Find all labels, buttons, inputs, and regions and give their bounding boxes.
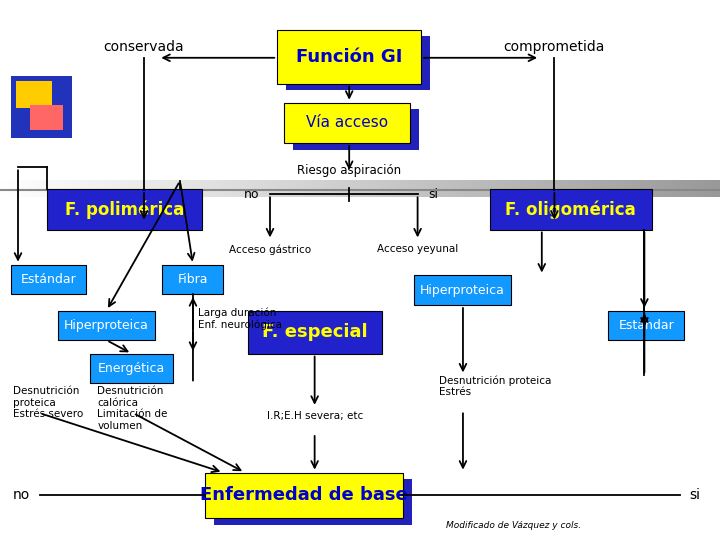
Text: si: si — [428, 188, 438, 201]
Text: comprometida: comprometida — [504, 40, 605, 54]
FancyBboxPatch shape — [16, 81, 52, 108]
Text: conservada: conservada — [104, 40, 184, 54]
Text: no: no — [243, 188, 259, 201]
Text: I.R;E.H severa; etc: I.R;E.H severa; etc — [266, 411, 363, 422]
FancyBboxPatch shape — [205, 472, 403, 518]
Text: Estándar: Estándar — [618, 319, 674, 332]
FancyBboxPatch shape — [162, 265, 223, 294]
Text: Acceso gástrico: Acceso gástrico — [229, 244, 311, 254]
FancyBboxPatch shape — [11, 265, 86, 294]
Text: Acceso yeyunal: Acceso yeyunal — [377, 244, 458, 254]
FancyBboxPatch shape — [90, 354, 173, 383]
Text: Fibra: Fibra — [177, 273, 208, 286]
Text: Modificado de Vázquez y cols.: Modificado de Vázquez y cols. — [446, 521, 582, 530]
FancyBboxPatch shape — [214, 479, 412, 525]
FancyBboxPatch shape — [248, 310, 382, 354]
Text: F. polimérica: F. polimérica — [65, 200, 184, 219]
Text: Riesgo aspiración: Riesgo aspiración — [297, 164, 401, 177]
FancyBboxPatch shape — [30, 105, 63, 130]
Text: F. oligomérica: F. oligomérica — [505, 200, 636, 219]
FancyBboxPatch shape — [47, 189, 202, 230]
Text: Estándar: Estándar — [21, 273, 76, 286]
FancyBboxPatch shape — [284, 103, 410, 143]
FancyBboxPatch shape — [277, 30, 421, 84]
Text: Desnutrición
calórica
Limitación de
volumen: Desnutrición calórica Limitación de volu… — [97, 386, 168, 431]
FancyBboxPatch shape — [608, 310, 684, 340]
FancyBboxPatch shape — [490, 189, 652, 230]
Text: Desnutrición
proteica
Estrés severo: Desnutrición proteica Estrés severo — [13, 386, 84, 419]
FancyBboxPatch shape — [293, 109, 419, 150]
Text: Función GI: Función GI — [296, 48, 402, 66]
Text: Energética: Energética — [98, 362, 165, 375]
Text: Hiperproteica: Hiperproteica — [420, 284, 505, 297]
Text: Larga duración
Enf. neurológica: Larga duración Enf. neurológica — [198, 307, 282, 330]
Text: si: si — [689, 489, 701, 502]
Text: Hiperproteica: Hiperproteica — [64, 319, 148, 332]
Text: no: no — [13, 489, 30, 502]
Text: Desnutrición proteica
Estrés: Desnutrición proteica Estrés — [439, 375, 552, 397]
FancyBboxPatch shape — [58, 310, 155, 340]
Text: F. especial: F. especial — [262, 323, 368, 341]
FancyBboxPatch shape — [11, 76, 72, 138]
FancyBboxPatch shape — [414, 275, 511, 305]
FancyBboxPatch shape — [286, 36, 430, 90]
Text: Enfermedad de base: Enfermedad de base — [200, 487, 408, 504]
Text: Vía acceso: Vía acceso — [306, 116, 389, 130]
